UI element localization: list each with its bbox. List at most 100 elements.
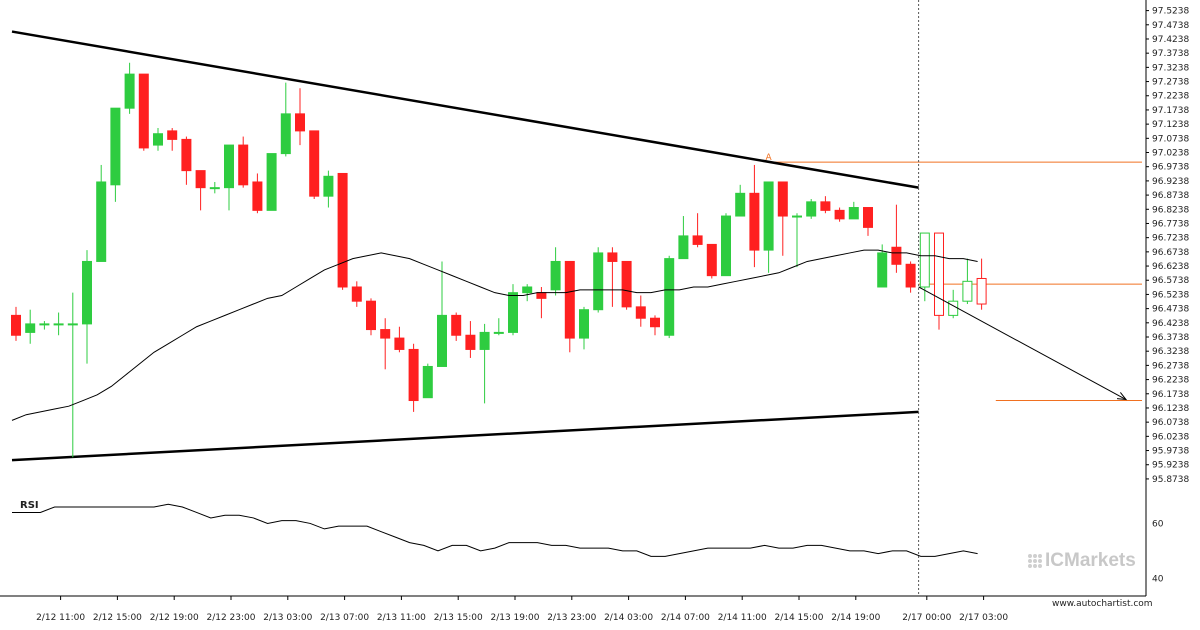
y-tick-label: 96.2238 — [1152, 376, 1189, 386]
rsi-label: RSI — [20, 500, 39, 511]
candle-body — [564, 260, 575, 339]
candle-body — [295, 113, 305, 132]
candle-body — [195, 170, 206, 189]
y-tick-label: 96.0238 — [1152, 432, 1189, 442]
triangle-upper-line — [11, 30, 919, 189]
y-tick-label: 95.8738 — [1152, 475, 1189, 485]
candle-body — [479, 331, 490, 350]
candle-body — [124, 73, 135, 109]
candle-body — [280, 113, 291, 155]
candle-body — [522, 286, 533, 294]
candle-body — [437, 314, 447, 367]
candle-body — [451, 314, 462, 336]
candle-body — [721, 215, 731, 277]
y-tick-label: 96.5238 — [1152, 290, 1189, 300]
y-tick-label: 96.4738 — [1152, 305, 1189, 315]
candle-body — [67, 323, 78, 326]
y-tick-label: 96.3238 — [1152, 347, 1189, 357]
y-tick-label: 96.6238 — [1152, 262, 1189, 272]
x-tick-label: 2/13 23:00 — [547, 613, 596, 623]
candle-body — [820, 201, 831, 211]
rsi-line — [12, 503, 978, 557]
candle-body — [607, 252, 618, 262]
y-tick-label: 97.1238 — [1152, 120, 1189, 130]
x-tick-label: 2/14 15:00 — [774, 613, 823, 623]
brand-logo-text: ICMarkets — [1045, 550, 1136, 571]
candle-body — [138, 73, 149, 149]
candle-body — [82, 260, 92, 325]
y-tick-label: 96.5738 — [1152, 276, 1189, 286]
projection-arrow-head — [1116, 392, 1128, 401]
x-tick-label: 2/12 15:00 — [93, 613, 142, 623]
candle-body — [735, 192, 746, 217]
candle-body — [96, 181, 107, 262]
y-tick-label: 96.1238 — [1152, 404, 1189, 414]
candle-body — [749, 192, 760, 251]
x-tick-label: 2/13 07:00 — [320, 613, 369, 623]
x-tick-label: 2/17 00:00 — [902, 613, 951, 623]
y-tick-label: 96.8238 — [1152, 205, 1189, 215]
candle-body — [863, 207, 873, 228]
candle-body — [167, 130, 178, 140]
x-tick-label: 2/14 19:00 — [831, 613, 880, 623]
candle-body — [777, 181, 788, 217]
candle-body — [550, 260, 561, 291]
candle-body — [181, 138, 192, 172]
brand-logo: ICMarkets — [1028, 550, 1136, 572]
y-tick-label: 97.5238 — [1152, 7, 1189, 17]
candle-body — [976, 277, 987, 305]
y-tick-label: 97.0738 — [1152, 134, 1189, 144]
candles — [11, 62, 987, 458]
candle-body — [25, 323, 36, 333]
candle-body — [110, 107, 121, 186]
projection-arrow — [918, 286, 1127, 400]
credit-text: www.autochartist.com — [1052, 599, 1153, 609]
candle-body — [635, 306, 646, 319]
x-tick-label: 2/13 03:00 — [263, 613, 312, 623]
candle-body — [252, 181, 263, 211]
candle-body — [593, 252, 604, 311]
candle-body — [962, 280, 973, 302]
y-tick-label: 96.8738 — [1152, 191, 1189, 201]
candle-body — [905, 263, 916, 288]
rsi-tick-label: 40 — [1152, 574, 1164, 584]
candle-body — [493, 331, 504, 334]
candle-body — [209, 187, 220, 190]
x-tick-label: 2/13 11:00 — [377, 613, 426, 623]
candle-body — [465, 334, 476, 350]
candle-body — [579, 309, 589, 339]
candle-body — [508, 292, 518, 333]
candle-body — [337, 172, 348, 288]
x-tick-label: 2/13 19:00 — [490, 613, 539, 623]
moving-average-line — [11, 249, 978, 421]
rsi-tick-label: 60 — [1152, 519, 1164, 529]
candle-body — [792, 215, 802, 218]
y-tick-label: 96.6738 — [1152, 248, 1189, 258]
candle-body — [266, 153, 277, 211]
y-tick-label: 96.9238 — [1152, 177, 1189, 187]
y-tick-label: 97.3738 — [1152, 49, 1189, 59]
x-tick-label: 2/17 03:00 — [959, 613, 1008, 623]
y-tick-label: 97.3238 — [1152, 63, 1189, 73]
candle-body — [309, 130, 320, 197]
y-tick-label: 95.9738 — [1152, 447, 1189, 457]
candle-body — [153, 133, 163, 146]
triangle-pattern — [11, 30, 919, 462]
x-tick-label: 2/13 15:00 — [434, 613, 483, 623]
x-tick-label: 2/12 19:00 — [150, 613, 199, 623]
candle-body — [366, 300, 376, 331]
y-tick-label: 97.4238 — [1152, 35, 1189, 45]
candle-body — [380, 329, 391, 339]
candle-body — [224, 144, 234, 189]
level-lines: A — [766, 153, 1142, 402]
x-tick-label: 2/14 03:00 — [604, 613, 653, 623]
candle-body — [948, 300, 959, 316]
y-tick-label: 96.7238 — [1152, 234, 1189, 244]
marker-label: A — [766, 153, 773, 163]
candle-body — [323, 175, 334, 197]
candle-body — [394, 337, 405, 350]
candle-body — [891, 246, 902, 265]
y-tick-label: 96.3738 — [1152, 333, 1189, 343]
y-tick-label: 97.4738 — [1152, 21, 1189, 31]
